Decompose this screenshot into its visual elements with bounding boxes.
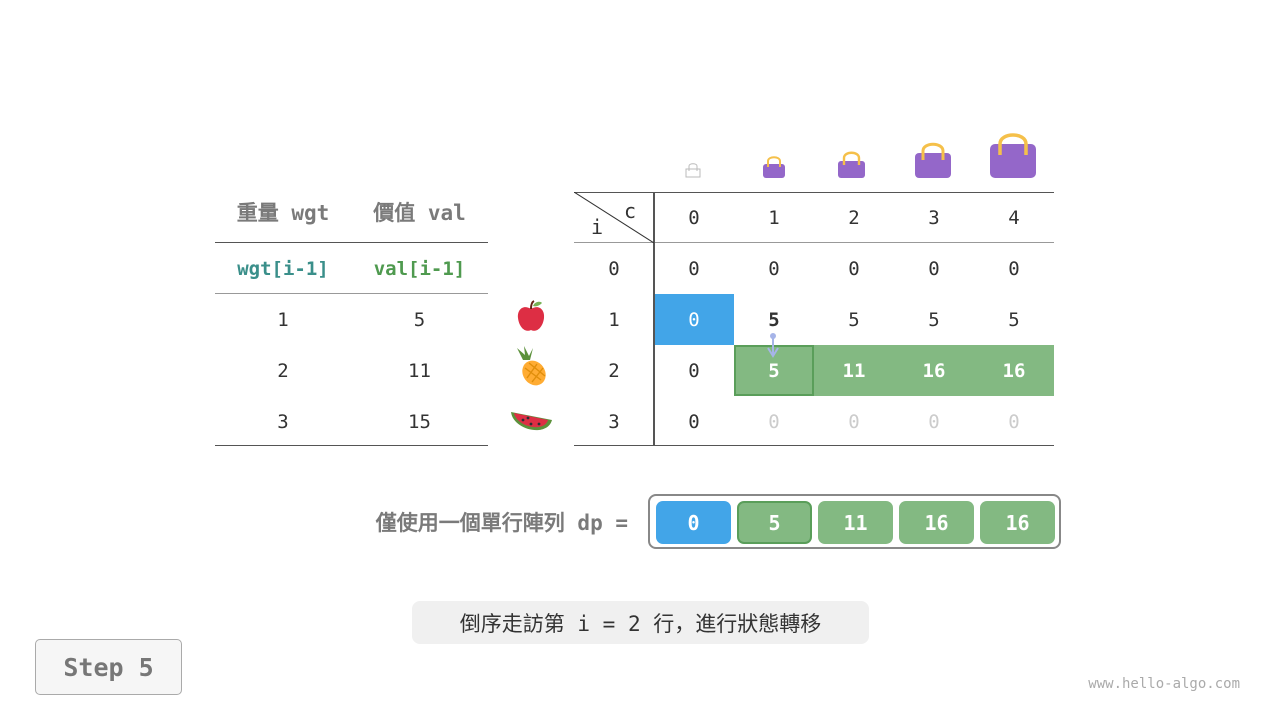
divider: [215, 242, 488, 243]
weight-cell: 1: [277, 308, 289, 331]
dp-array-cell-current: 5: [737, 501, 812, 544]
highlight-cell-blue: [654, 294, 734, 345]
dp-cell: 0: [1008, 257, 1020, 280]
dp-cell: 0: [688, 257, 700, 280]
corner-diagonal: [574, 192, 654, 243]
caption: 倒序走訪第 i = 2 行，進行狀態轉移: [412, 601, 869, 644]
dp-cell: 5: [928, 308, 940, 331]
dp-cell: 16: [922, 359, 946, 382]
header-weight: 重量 wgt: [236, 201, 330, 225]
header-value: 價值 val: [373, 201, 466, 225]
subheader-weight: wgt[i-1]: [237, 257, 329, 280]
row-label: 2: [608, 359, 620, 382]
dp-array-cell: 16: [899, 501, 974, 544]
dp-cell: 0: [688, 308, 700, 331]
capacity-header: 1: [768, 206, 780, 229]
dp-array-cell: 16: [980, 501, 1055, 544]
bag-icon: [838, 151, 865, 178]
weight-cell: 2: [277, 359, 289, 382]
dp-cell: 0: [688, 410, 700, 433]
bag-icon: [763, 156, 785, 178]
value-cell: 15: [408, 410, 431, 433]
dp-cell: 0: [688, 359, 700, 382]
subheader-value: val[i-1]: [373, 257, 466, 280]
dp-cell: 0: [768, 257, 780, 280]
dp-array-label: 僅使用一個單行陣列 dp =: [375, 511, 628, 535]
bag-icon: [990, 133, 1036, 178]
divider: [215, 445, 488, 446]
weight-cell: 3: [277, 410, 289, 433]
divider: [215, 293, 488, 294]
pineapple-icon: [517, 346, 546, 386]
divider: [574, 445, 1054, 446]
divider: [574, 192, 1054, 193]
divider: [653, 192, 655, 446]
corner-label-c: c: [623, 199, 637, 223]
dp-cell: 5: [848, 308, 860, 331]
apple-icon: [517, 300, 545, 331]
dp-cell: 0: [848, 410, 860, 433]
dp-cell: 5: [768, 359, 780, 382]
divider: [574, 242, 1054, 243]
dp-cell: 5: [768, 308, 780, 331]
watermelon-icon: [511, 412, 552, 431]
dp-cell: 0: [768, 410, 780, 433]
capacity-header: 3: [928, 206, 940, 229]
corner-label-i: i: [590, 215, 604, 239]
value-cell: 11: [408, 359, 431, 382]
row-label: 1: [608, 308, 620, 331]
transition-arrow-icon: [767, 333, 779, 358]
dp-array-cell: 11: [818, 501, 893, 544]
row-label: 0: [608, 257, 620, 280]
step-button[interactable]: Step 5: [35, 639, 182, 695]
bag-icon: [915, 142, 951, 178]
dp-cell: 0: [1008, 410, 1020, 433]
dp-cell: 0: [848, 257, 860, 280]
dp-cell: 5: [1008, 308, 1020, 331]
capacity-header: 2: [848, 206, 860, 229]
watermark: www.hello-algo.com: [1088, 676, 1240, 692]
capacity-header: 4: [1008, 206, 1020, 229]
dp-array-cell: 0: [656, 501, 731, 544]
dp-array: [648, 494, 1061, 549]
capacity-header: 0: [688, 206, 700, 229]
highlight-row-green: [734, 345, 1054, 396]
dp-cell: 16: [1002, 359, 1026, 382]
row-label: 3: [608, 410, 620, 433]
dp-cell: 11: [842, 359, 866, 382]
empty-bag-icon: [685, 163, 701, 178]
dp-cell: 0: [928, 410, 940, 433]
dp-cell: 0: [928, 257, 940, 280]
value-cell: 5: [413, 308, 426, 331]
